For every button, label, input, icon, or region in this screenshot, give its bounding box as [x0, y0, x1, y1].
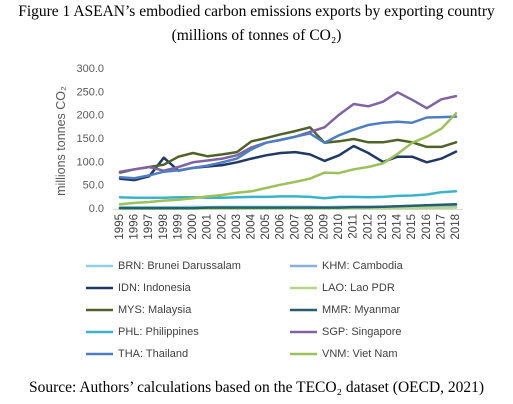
x-tick-label: 1998: [158, 214, 170, 240]
legend-label-tha: THA: Thailand: [118, 348, 188, 360]
legend-item-khm: KHM: Cambodia: [290, 260, 404, 272]
legend-label-lao: LAO: Lao PDR: [322, 282, 395, 294]
x-tick-label: 2009: [319, 214, 331, 240]
series-line-phl: [118, 190, 458, 200]
y-tick-label: 250.0: [76, 86, 104, 98]
legend-item-mys: MYS: Malaysia: [86, 304, 192, 316]
x-tick-label: 2003: [231, 214, 243, 240]
x-tick-label: 2002: [216, 214, 228, 240]
x-tick-label: 2010: [333, 214, 345, 240]
y-tick-labels: 0.0 50.0 100.0 150.0 200.0 250.0 300.0: [76, 63, 104, 215]
legend-item-mmr: MMR: Myanmar: [290, 304, 401, 316]
x-tick-label: 2001: [202, 214, 214, 240]
legend-item-brn: BRN: Brunei Darussalam: [86, 260, 241, 272]
y-tick-label: 100.0: [76, 156, 104, 168]
legend-item-vnm: VNM: Viet Nam: [290, 348, 398, 360]
legend-label-brn: BRN: Brunei Darussalam: [118, 260, 241, 272]
legend-item-idn: IDN: Indonesia: [86, 282, 192, 294]
legend-item-tha: THA: Thailand: [86, 348, 188, 360]
x-tick-label: 2000: [187, 214, 199, 240]
legend-label-phl: PHL: Philippines: [118, 326, 199, 338]
x-tick-label: 2012: [362, 214, 374, 240]
x-tick-label: 2011: [348, 214, 360, 239]
series-line-mys: [118, 126, 458, 174]
series-line-vnm: [118, 112, 458, 206]
y-tick-label: 0.0: [89, 203, 104, 215]
series-lines: [118, 91, 458, 211]
y-tick-label: 50.0: [83, 180, 104, 192]
x-tick-label: 2015: [406, 214, 418, 240]
legend-label-mys: MYS: Malaysia: [118, 304, 192, 316]
legend-item-sgp: SGP: Singapore: [290, 326, 402, 338]
x-tick-label: 2014: [392, 213, 404, 239]
x-tick-label: 2005: [260, 214, 272, 240]
series-line-mmr: [118, 203, 458, 210]
y-tick-label: 300.0: [76, 63, 104, 75]
x-tick-label: 1996: [129, 214, 141, 240]
x-tick-label: 2008: [304, 214, 316, 240]
x-tick-label: 2018: [450, 214, 462, 240]
legend-item-lao: LAO: Lao PDR: [290, 282, 395, 294]
legend-label-mmr: MMR: Myanmar: [322, 304, 401, 316]
x-tick-label: 2007: [289, 214, 301, 240]
y-tick-label: 150.0: [76, 133, 104, 145]
legend-label-sgp: SGP: Singapore: [322, 326, 402, 338]
y-axis-title: millions tonnes CO₂: [54, 86, 68, 196]
x-tick-label: 1999: [172, 214, 184, 240]
figure-title: Figure 1 ASEAN’s embodied carbon emissio…: [18, 3, 495, 20]
x-tick-label: 2006: [275, 214, 287, 240]
legend-item-phl: PHL: Philippines: [86, 326, 199, 338]
legend-label-vnm: VNM: Viet Nam: [322, 348, 398, 360]
source-note: Source: Authors’ calculations based on t…: [28, 379, 485, 396]
x-tick-label: 2013: [377, 214, 389, 240]
legend-label-khm: KHM: Cambodia: [322, 260, 404, 272]
figure-subtitle: (millions of tonnes of CO₂): [171, 27, 342, 44]
x-tick-label: 2017: [435, 214, 447, 240]
series-line-idn: [118, 144, 458, 182]
legend: BRN: Brunei Darussalam KHM: Cambodia IDN: …: [86, 260, 404, 360]
x-tick-label: 1995: [114, 214, 126, 240]
y-tick-label: 200.0: [76, 110, 104, 122]
x-tick-labels: 1995 1996 1997 1998 1999 2000 2001 2002 2003 2004…: [114, 213, 462, 239]
legend-label-idn: IDN: Indonesia: [118, 282, 192, 294]
series-line-tha: [118, 115, 458, 180]
x-tick-label: 2016: [421, 214, 433, 240]
x-tick-label: 2004: [246, 213, 258, 239]
x-tick-label: 1997: [143, 214, 155, 240]
